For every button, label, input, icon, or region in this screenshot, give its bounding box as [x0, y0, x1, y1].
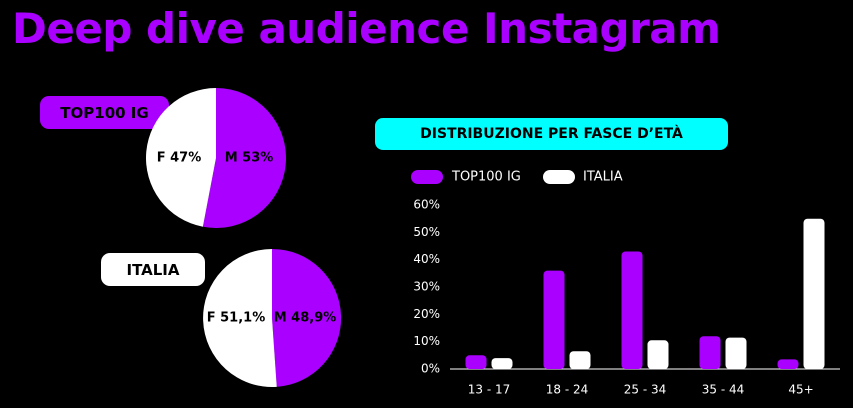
x-tick-label: 35 - 44 [702, 383, 745, 397]
bar-italia [647, 340, 669, 369]
bar-top100 [777, 359, 799, 369]
y-tick-label: 20% [413, 307, 440, 321]
legend-swatch-top100 [411, 170, 443, 184]
italia-pie-title: ITALIA [101, 253, 205, 286]
italia-pie-slice-f [203, 249, 277, 387]
top100-pie-slice-m [202, 88, 286, 228]
italia-pie-slice-m [272, 248, 342, 387]
bar-top100 [621, 251, 643, 369]
bar-top100 [543, 270, 565, 369]
y-tick-label: 0% [421, 362, 440, 376]
legend-label-top100: TOP100 IG [451, 170, 521, 185]
bar-top100 [465, 355, 487, 369]
bar-italia [491, 358, 513, 369]
bar-italia [803, 218, 825, 369]
top100-pie-label-m: M 53% [225, 151, 274, 166]
y-tick-label: 30% [413, 280, 440, 294]
y-tick-label: 50% [413, 225, 440, 239]
italia-pie-label-m: M 48,9% [274, 311, 337, 326]
x-tick-label: 25 - 34 [624, 383, 667, 397]
top100-pie-title: TOP100 IG [40, 96, 169, 129]
y-tick-label: 40% [413, 252, 440, 266]
x-tick-label: 18 - 24 [546, 383, 589, 397]
x-tick-label: 13 - 17 [468, 383, 511, 397]
top100-pie-slice-f [145, 88, 216, 227]
legend-swatch-italia [543, 170, 575, 184]
age-chart-title: DISTRIBUZIONE PER FASCE D’ETÀ [375, 118, 728, 150]
legend-label-italia: ITALIA [583, 170, 623, 185]
bar-top100 [699, 336, 721, 369]
bar-italia [725, 337, 747, 369]
italia-pie-label-f: F 51,1% [207, 311, 266, 326]
bar-italia [569, 351, 591, 369]
y-tick-label: 60% [413, 198, 440, 212]
y-tick-label: 10% [413, 334, 440, 348]
x-tick-label: 45+ [788, 383, 813, 397]
top100-pie-label-f: F 47% [157, 151, 202, 166]
page-title: Deep dive audience Instagram [12, 4, 721, 53]
